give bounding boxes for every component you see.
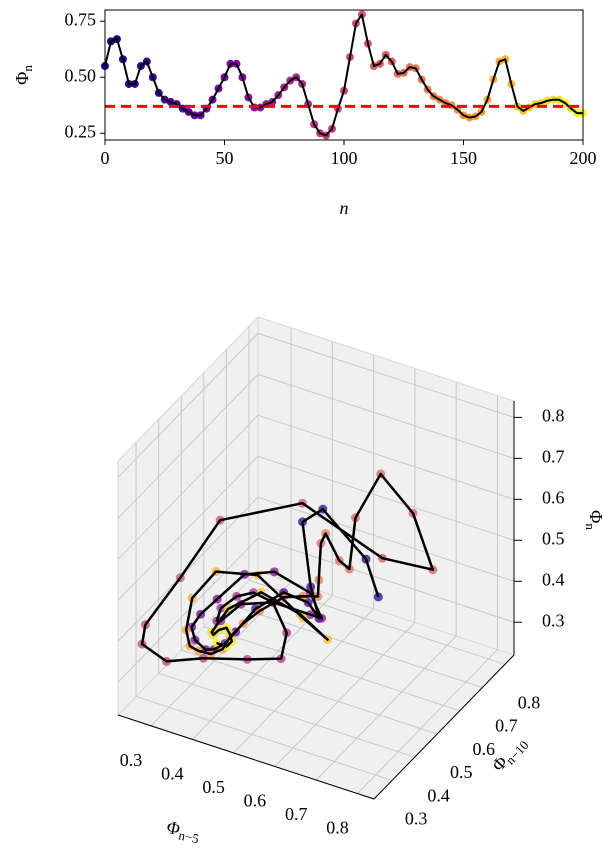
grid-line bbox=[117, 333, 259, 478]
grid-line bbox=[158, 672, 415, 758]
grid-line bbox=[135, 695, 393, 781]
grid-line bbox=[257, 455, 515, 541]
x-tick-label: 150 bbox=[450, 148, 477, 168]
grid-line bbox=[117, 374, 259, 519]
z3d-axis-label: Φn bbox=[583, 510, 603, 530]
axis-line bbox=[117, 714, 375, 800]
x-tick-label: 100 bbox=[331, 148, 358, 168]
y-tick-label: 0.25 bbox=[65, 121, 97, 141]
grid-line bbox=[181, 649, 438, 735]
grid-line bbox=[117, 496, 259, 642]
z3d-label-sub: n bbox=[583, 523, 598, 530]
x-tick-label: 0.6 bbox=[244, 791, 267, 811]
x-tick-label: 0.7 bbox=[285, 804, 308, 824]
grid-line bbox=[257, 496, 515, 582]
trajectory-point bbox=[373, 592, 383, 602]
y-tick-label: 0.7 bbox=[495, 716, 518, 736]
z3d-label-main: Φ bbox=[586, 510, 603, 523]
grid-line bbox=[274, 622, 416, 767]
grid-line bbox=[257, 537, 515, 623]
grid-line bbox=[117, 414, 259, 560]
y-tick-label: 0.5 bbox=[450, 762, 473, 782]
grid-line bbox=[117, 537, 259, 683]
z-tick-label: 0.3 bbox=[542, 610, 565, 630]
x-tick-label: 50 bbox=[216, 148, 234, 168]
plot-frame bbox=[104, 9, 584, 141]
trajectory-point bbox=[211, 638, 221, 648]
x-tick-label: 0.3 bbox=[120, 750, 143, 770]
y-tick-label: 0.8 bbox=[518, 692, 541, 712]
x3d-label-sub: n−5 bbox=[177, 827, 200, 846]
z-tick-label: 0.8 bbox=[542, 406, 565, 426]
z-tick-label: 0.5 bbox=[542, 528, 565, 548]
z-tick-label: 0.6 bbox=[542, 487, 565, 507]
x-tick-label: 0.8 bbox=[326, 818, 349, 838]
y-label-main: Φ bbox=[12, 72, 32, 85]
grid-line bbox=[257, 332, 515, 418]
y-tick-label: 0.6 bbox=[473, 739, 496, 759]
x-axis-label: n bbox=[340, 198, 349, 218]
axis-line bbox=[373, 654, 515, 800]
y-label-sub: n bbox=[20, 65, 35, 72]
x-tick-label: 0 bbox=[101, 148, 110, 168]
y-tick-label: 0.75 bbox=[65, 9, 97, 29]
z-tick-label: 0.7 bbox=[542, 446, 565, 466]
x3d-label-main: Φ bbox=[165, 817, 182, 839]
z-tick-label: 0.4 bbox=[542, 569, 565, 589]
x-tick-label: 0.4 bbox=[161, 764, 184, 784]
grid-line bbox=[257, 414, 515, 500]
x-tick-label: 200 bbox=[570, 148, 597, 168]
y-tick-label: 0.4 bbox=[427, 785, 450, 805]
grid-line bbox=[203, 626, 460, 712]
y-axis-label: Φn bbox=[12, 65, 35, 85]
grid-line bbox=[117, 455, 259, 601]
grid-line bbox=[315, 635, 457, 781]
x-tick-label: 0.5 bbox=[202, 777, 225, 797]
y-tick-label: 0.3 bbox=[405, 809, 428, 829]
grid-line bbox=[226, 603, 483, 688]
y-tick-label: 0.50 bbox=[65, 65, 97, 85]
trajectory-line bbox=[140, 472, 435, 663]
grid-line bbox=[357, 649, 498, 794]
grid-line bbox=[257, 373, 515, 459]
grid-line bbox=[191, 595, 333, 740]
x3d-axis-label: Φn−5 bbox=[164, 817, 202, 846]
grid-line bbox=[248, 579, 506, 665]
grid-line bbox=[233, 608, 374, 754]
series-line bbox=[104, 13, 583, 137]
